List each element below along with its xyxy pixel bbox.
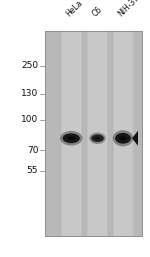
Text: HeLa: HeLa — [64, 0, 84, 18]
Ellipse shape — [115, 133, 131, 144]
Bar — [45, 31, 142, 236]
Text: NIH-3T3: NIH-3T3 — [116, 0, 144, 18]
Ellipse shape — [91, 134, 104, 142]
Text: 70: 70 — [27, 146, 38, 155]
Ellipse shape — [95, 137, 100, 140]
Polygon shape — [132, 131, 138, 146]
Ellipse shape — [119, 136, 127, 140]
Bar — [45, 31, 142, 236]
Ellipse shape — [67, 136, 75, 140]
Text: 130: 130 — [21, 89, 38, 98]
Bar — [45, 31, 142, 236]
Bar — [61, 31, 82, 236]
Bar — [112, 31, 134, 236]
Text: C6: C6 — [90, 4, 104, 18]
Text: 100: 100 — [21, 115, 38, 124]
Text: 55: 55 — [27, 166, 38, 176]
Text: 250: 250 — [21, 61, 38, 70]
Bar — [87, 31, 108, 236]
Ellipse shape — [63, 133, 80, 143]
Ellipse shape — [89, 133, 106, 144]
Ellipse shape — [60, 131, 82, 145]
Ellipse shape — [113, 130, 133, 146]
